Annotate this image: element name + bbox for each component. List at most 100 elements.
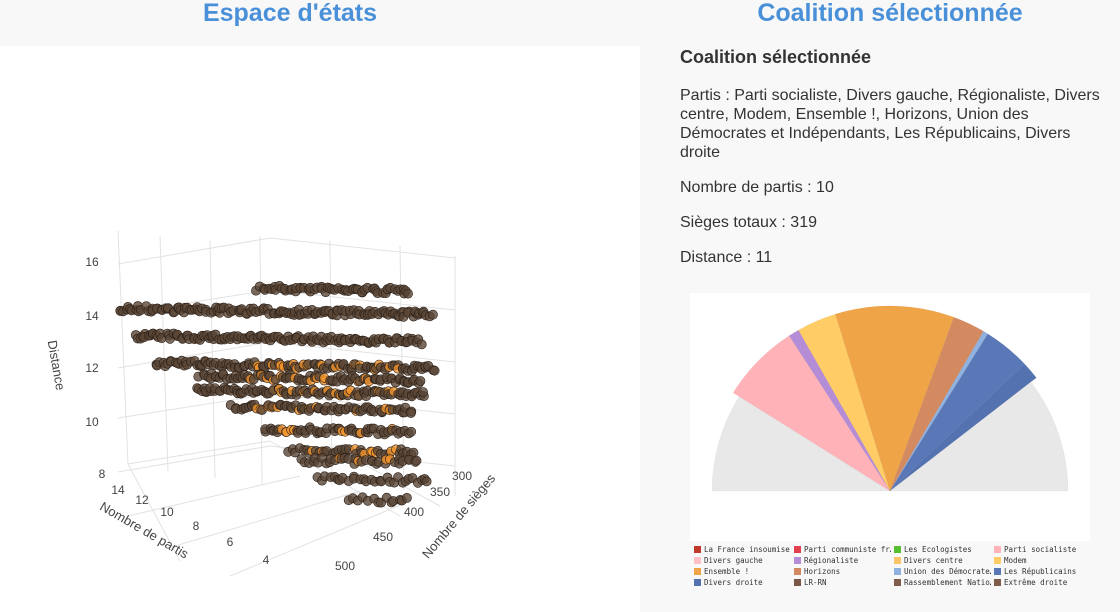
- legend-swatch: [994, 579, 1001, 586]
- hemicycle-slice: [889, 333, 1025, 492]
- legend-label: Modem: [1004, 556, 1027, 565]
- y-tick-label: 8: [193, 519, 200, 533]
- x-tick-label: 500: [335, 559, 355, 573]
- z-tick-label: 14: [85, 309, 99, 323]
- grid-line: [117, 445, 271, 473]
- legend-item[interactable]: LR-RN: [794, 577, 891, 588]
- legend-label: Les Républicains: [1004, 567, 1077, 576]
- legend-label: Divers droite: [704, 578, 763, 587]
- hemicycle-chart[interactable]: [690, 293, 1090, 541]
- grid-line: [117, 341, 271, 369]
- hemicycle-slice: [798, 313, 891, 492]
- selected-coalition-title: Coalition sélectionnée: [757, 0, 1023, 27]
- scatter-point: [401, 492, 412, 503]
- grid-line: [174, 490, 361, 547]
- legend-swatch: [994, 546, 1001, 553]
- grid-line: [127, 440, 271, 465]
- legend-item[interactable]: Les Ecologistes: [894, 544, 991, 555]
- z-tick-label: 16: [85, 255, 99, 269]
- legend-item[interactable]: Ensemble !: [694, 566, 791, 577]
- legend-label: Ensemble !: [704, 567, 750, 576]
- legend-label: Divers gauche: [704, 556, 763, 565]
- grid-line: [117, 230, 129, 465]
- state-space-title: Espace d'états: [202, 0, 378, 27]
- scatter-point: [421, 476, 432, 487]
- legend-label: Divers centre: [904, 556, 963, 565]
- scatter-points: [115, 280, 440, 508]
- scatter-point: [427, 309, 438, 320]
- scatter-point: [416, 339, 427, 350]
- legend-swatch: [994, 568, 1001, 575]
- legend-swatch: [894, 546, 901, 553]
- coalition-info: Coalition sélectionnée Partis : Parti so…: [680, 46, 1100, 283]
- hemicycle-slice: [889, 363, 1037, 492]
- legend-label: Rassemblement Natio…: [904, 578, 991, 587]
- hemicycle-slice: [835, 305, 955, 492]
- legend-item[interactable]: Les Républicains: [994, 566, 1091, 577]
- legend-item[interactable]: Divers droite: [694, 577, 791, 588]
- legend-item[interactable]: Divers centre: [894, 555, 991, 566]
- legend-item[interactable]: La France insoumise: [694, 544, 791, 555]
- legend-swatch: [894, 557, 901, 564]
- legend-item[interactable]: Parti socialiste: [994, 544, 1091, 555]
- legend-swatch: [694, 557, 701, 564]
- coalition-heading: Coalition sélectionnée: [680, 47, 872, 67]
- distance-value: Distance : 11: [680, 249, 773, 266]
- z-tick-label: 10: [85, 415, 99, 429]
- legend-item[interactable]: Extrême droite: [994, 577, 1091, 588]
- hemicycle-slice: [788, 329, 891, 492]
- hemicycle-slice: [889, 330, 989, 492]
- legend-label: LR-RN: [804, 578, 827, 587]
- grid-line: [159, 235, 169, 472]
- legend-label: Régionaliste: [804, 556, 859, 565]
- scatter-point: [411, 455, 422, 466]
- x-tick-label: 350: [430, 485, 450, 499]
- legend-item[interactable]: Parti communiste fr…: [794, 544, 891, 555]
- grid-line: [229, 500, 411, 577]
- legend-label: Les Ecologistes: [904, 545, 972, 554]
- grid-line: [269, 237, 456, 259]
- legend-item[interactable]: Modem: [994, 555, 1091, 566]
- legend-item[interactable]: Rassemblement Natio…: [894, 577, 991, 588]
- parties-list: Partis : Parti socialiste, Divers gauche…: [680, 87, 1100, 161]
- hemicycle-slice: [732, 335, 891, 492]
- legend-item[interactable]: Divers gauche: [694, 555, 791, 566]
- legend-label: Parti socialiste: [1004, 545, 1077, 554]
- grid-line: [269, 289, 456, 311]
- legend-label: Extrême droite: [1004, 578, 1068, 587]
- scatter-point: [406, 426, 417, 437]
- scatter-point: [405, 408, 416, 418]
- z-axis-title: Distance: [45, 339, 69, 391]
- legend-swatch: [794, 546, 801, 553]
- y-axis-title: Nombre de partis: [97, 499, 191, 562]
- grid-line: [127, 463, 181, 562]
- y-tick-label: 4: [263, 553, 270, 567]
- grid-line: [259, 235, 263, 485]
- legend-swatch: [694, 579, 701, 586]
- legend-label: Horizons: [804, 567, 841, 576]
- x-tick-label: 300: [452, 469, 472, 483]
- legend-item[interactable]: Régionaliste: [794, 555, 891, 566]
- legend-swatch: [794, 579, 801, 586]
- hemicycle-slice: [889, 316, 984, 492]
- legend-swatch: [994, 557, 1001, 564]
- x-tick-label: 400: [404, 505, 424, 519]
- legend-item[interactable]: Union des Démocrate…: [894, 566, 991, 577]
- legend-swatch: [694, 546, 701, 553]
- legend-swatch: [794, 568, 801, 575]
- scatter-point: [403, 288, 413, 299]
- scatter-3d-plot[interactable]: 8 10 12 14 16 14 12 10 8 6 4 300 350 400 450 500 Distan…: [0, 46, 640, 612]
- grid-line: [127, 475, 301, 517]
- legend-label: Parti communiste fr…: [804, 545, 891, 554]
- z-tick-label: 8: [99, 467, 106, 481]
- y-tick-label: 10: [160, 505, 174, 519]
- legend-swatch: [894, 579, 901, 586]
- legend-item[interactable]: Horizons: [794, 566, 891, 577]
- hemicycle-slice: [711, 396, 891, 492]
- grid-line: [117, 237, 271, 265]
- legend-swatch: [894, 568, 901, 575]
- scatter-point: [418, 387, 428, 397]
- hemicycle-svg[interactable]: [690, 293, 1090, 541]
